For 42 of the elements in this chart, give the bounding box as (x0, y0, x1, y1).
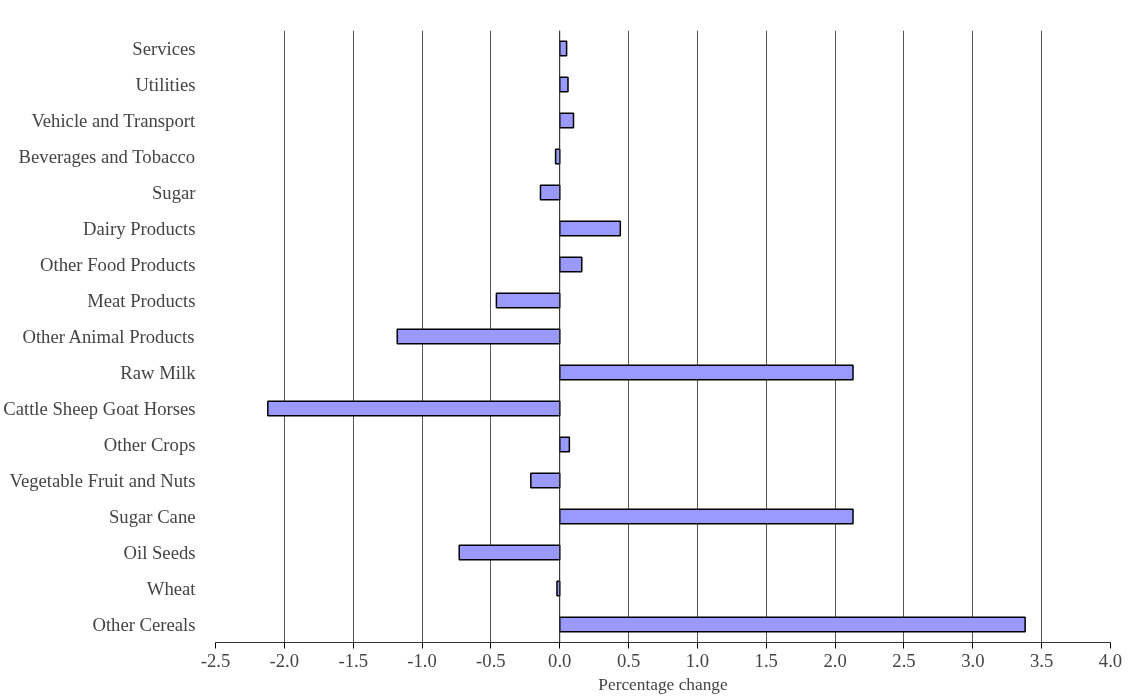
x-tick-label: 1.5 (754, 649, 778, 671)
y-tick-label: Wheat (146, 578, 197, 599)
x-tick-label: -2.5 (200, 649, 231, 671)
y-tick-label: Services (132, 38, 196, 59)
y-tick-label: Other Animal Products (22, 326, 195, 347)
x-tick-label: -2.0 (269, 649, 300, 671)
y-tick-label: Raw Milk (120, 362, 197, 383)
y-tick-label: Other Cereals (92, 614, 196, 635)
x-axis-title: Percentage change (598, 674, 729, 694)
y-tick-label: Meat Products (87, 290, 196, 311)
bar (458, 544, 561, 561)
x-tick-label: 2.0 (823, 649, 847, 671)
bar (558, 256, 583, 273)
y-tick-label: Sugar Cane (108, 506, 196, 527)
x-tick-label: 1.0 (685, 649, 710, 671)
y-tick-label: Vehicle and Transport (31, 110, 196, 131)
bar (558, 508, 854, 525)
x-tick-label: 3.0 (961, 649, 985, 671)
x-tick-label: -1.5 (338, 649, 368, 671)
y-tick-label: Sugar (151, 182, 197, 203)
y-tick-label: Cattle Sheep Goat Horses (3, 398, 196, 419)
bar (558, 364, 854, 381)
x-tick-label: 0.5 (616, 649, 641, 671)
x-tick-label: 2.5 (892, 649, 916, 671)
y-tick-label: Beverages and Tobacco (18, 146, 196, 167)
y-tick-label: Oil Seeds (123, 542, 196, 563)
y-tick-label: Other Crops (103, 434, 196, 455)
x-tick-label: 4.0 (1098, 649, 1123, 671)
bar (558, 616, 1026, 633)
bar (267, 400, 561, 417)
bar (530, 472, 561, 489)
y-tick-label: Other Food Products (40, 254, 196, 275)
bar (495, 292, 561, 309)
y-tick-label: Utilities (135, 74, 196, 95)
bar (396, 328, 561, 345)
y-tick-label: Vegetable Fruit and Nuts (9, 470, 196, 491)
x-tick-label: -0.5 (476, 649, 506, 671)
x-tick-label: -1.0 (407, 649, 437, 671)
x-tick-label: 3.5 (1029, 649, 1054, 671)
bar (558, 220, 622, 237)
x-tick-label: 0.0 (548, 649, 572, 671)
y-tick-label: Dairy Products (83, 218, 196, 239)
